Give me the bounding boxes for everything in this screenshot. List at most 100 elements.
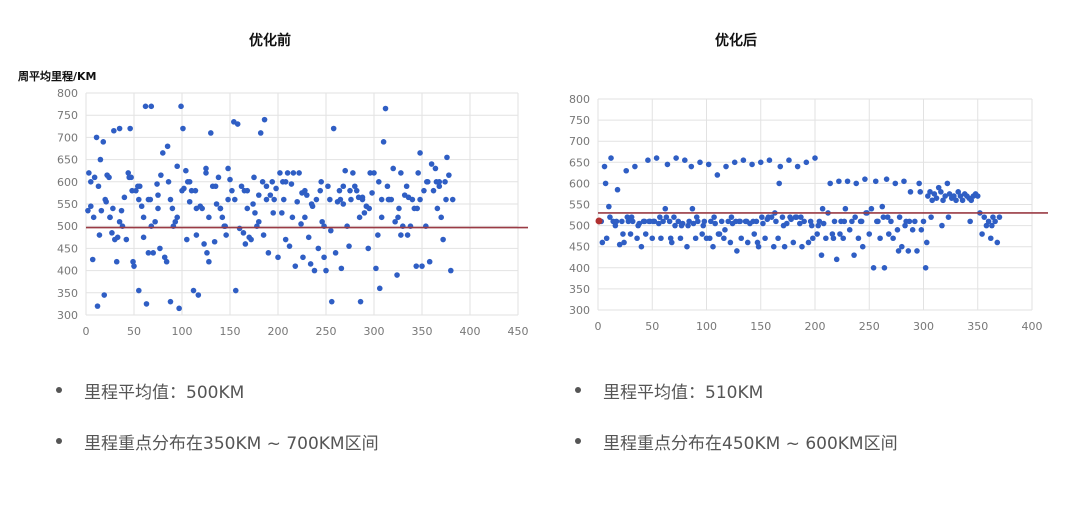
x-tick-label: 350 — [412, 325, 433, 338]
data-point — [227, 176, 233, 183]
data-point — [102, 196, 108, 203]
x-tick-label: 0 — [83, 325, 90, 338]
data-point — [238, 183, 245, 190]
data-point — [385, 196, 392, 203]
data-point — [737, 218, 743, 225]
data-point — [342, 167, 349, 174]
data-point — [118, 207, 125, 214]
data-point — [155, 205, 161, 212]
data-point — [298, 221, 304, 227]
data-point — [808, 222, 815, 229]
data-point — [409, 196, 416, 203]
data-point — [213, 201, 220, 207]
data-point — [945, 214, 952, 220]
data-point — [625, 218, 632, 225]
data-point — [892, 180, 899, 187]
data-point — [925, 193, 931, 199]
data-point — [906, 218, 913, 225]
data-point — [398, 232, 404, 238]
data-point — [853, 180, 860, 187]
data-point — [241, 187, 248, 194]
data-point — [116, 125, 123, 132]
data-point — [672, 222, 678, 229]
data-point — [888, 218, 894, 225]
data-point — [305, 234, 312, 241]
x-tick-label: 450 — [508, 325, 529, 338]
data-point — [91, 174, 98, 181]
data-point — [158, 172, 164, 178]
data-point — [607, 214, 613, 220]
data-point — [366, 205, 373, 212]
data-point — [172, 218, 179, 225]
y-tick-label: 500 — [57, 220, 78, 233]
data-point — [939, 222, 945, 229]
data-point — [113, 258, 120, 265]
data-point — [232, 196, 238, 203]
data-point — [922, 265, 929, 271]
data-point — [940, 197, 946, 204]
data-point — [880, 214, 887, 220]
data-point — [434, 205, 441, 212]
data-point — [215, 174, 222, 181]
data-point — [621, 239, 627, 246]
data-point — [419, 263, 425, 269]
data-point — [787, 214, 793, 220]
data-point — [88, 179, 94, 185]
data-point — [807, 218, 814, 225]
data-point — [267, 192, 274, 198]
data-point — [776, 180, 782, 187]
data-point — [773, 218, 779, 225]
data-point — [918, 227, 925, 233]
data-point — [663, 214, 670, 220]
data-point — [690, 220, 697, 227]
data-point — [174, 214, 180, 221]
line-start-marker — [595, 217, 603, 225]
data-point — [692, 235, 699, 242]
data-point — [186, 179, 193, 185]
data-point — [86, 170, 92, 176]
data-point — [682, 157, 688, 163]
x-tick-label: 250 — [316, 325, 337, 338]
data-point — [951, 193, 957, 199]
y-tick-label: 550 — [569, 199, 590, 212]
data-point — [953, 197, 959, 204]
x-tick-label: 250 — [859, 320, 880, 333]
data-point — [340, 183, 347, 190]
data-point — [701, 218, 708, 225]
data-point — [123, 236, 130, 243]
data-point — [273, 185, 279, 192]
data-point — [143, 301, 150, 307]
data-point — [313, 196, 320, 203]
data-point — [923, 239, 930, 246]
data-point — [989, 222, 995, 229]
data-point — [167, 196, 174, 203]
data-point — [662, 205, 669, 212]
data-point — [282, 179, 289, 185]
data-point — [378, 214, 385, 221]
data-point — [338, 265, 345, 272]
data-point — [907, 189, 914, 195]
data-point — [154, 181, 160, 187]
data-point — [599, 239, 606, 246]
data-point — [424, 179, 430, 185]
data-point — [248, 236, 254, 243]
data-point — [818, 252, 825, 258]
data-point — [395, 214, 401, 221]
bullet-item-range-right: 里程重点分布在450KM ~ 600KM区间 — [575, 429, 898, 454]
data-point — [294, 198, 301, 205]
data-point — [263, 183, 270, 190]
data-point — [706, 235, 713, 242]
y-tick-label: 400 — [57, 265, 78, 278]
data-point — [671, 214, 677, 220]
x-tick-label: 400 — [460, 325, 481, 338]
data-point — [624, 214, 631, 220]
data-point — [178, 103, 184, 110]
data-point — [608, 155, 614, 161]
data-point — [190, 287, 197, 294]
data-point — [722, 227, 728, 233]
bullet-dot — [575, 387, 581, 393]
data-point — [136, 287, 142, 294]
data-point — [280, 196, 287, 203]
data-point — [749, 161, 755, 168]
data-point — [944, 180, 951, 187]
